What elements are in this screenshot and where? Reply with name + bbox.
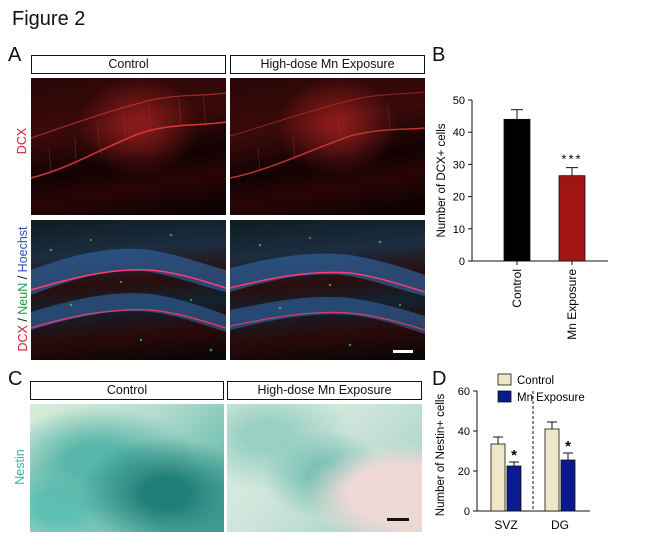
- merge-control-layers: [31, 233, 226, 352]
- nestin-row-label-wrap: Nestin: [0, 449, 50, 484]
- y-axis-label-d: Number of Nestin+ cells: [435, 394, 447, 517]
- panel-a-letter: A: [8, 44, 22, 66]
- scale-bar-a: [393, 350, 413, 353]
- panel-a-mn-label: High-dose Mn Exposure: [230, 55, 425, 74]
- merge-mn-layers: [230, 236, 425, 347]
- bar-d-0-0: [490, 443, 506, 512]
- nestin-row-label: Nestin: [13, 449, 27, 485]
- bar-d-1-1: [560, 459, 576, 512]
- nestin-control-micrograph: [30, 404, 224, 532]
- figure-title: Figure 2: [12, 8, 86, 30]
- legend-swatch-d-1: [497, 390, 512, 403]
- y-tick-label-d-1: 20: [458, 466, 470, 478]
- bar-d-1-0: [544, 428, 560, 512]
- y-tick-label-b-3: 30: [453, 159, 465, 171]
- y-tick-label-b-0: 0: [459, 256, 465, 268]
- x-tick-label-d-1: DG: [551, 518, 569, 532]
- y-tick-label-b-4: 40: [453, 127, 465, 139]
- dcx-row-label: DCX: [15, 127, 29, 155]
- nestin-mn-micrograph: [227, 404, 422, 532]
- merge-label-dcx: DCX: [16, 325, 30, 352]
- bar-b-0: [503, 118, 531, 262]
- panel-c-control-label: Control: [30, 381, 224, 400]
- y-tick-label-d-0: 0: [464, 506, 470, 518]
- x-tick-label-b-1: Mn Exposure: [565, 269, 579, 340]
- legend-swatch-d-0: [497, 373, 512, 386]
- x-tick-label-b-0: Control: [510, 269, 524, 308]
- dcx-mn-micrograph: [230, 78, 425, 215]
- merge-label-sep1: /: [16, 314, 30, 326]
- sig-marker-d-0: *: [511, 447, 517, 464]
- dcx-mn-neurons: [230, 91, 425, 179]
- panel-b-letter: B: [432, 44, 446, 66]
- bar-b-1: [558, 175, 586, 262]
- bar-d-0-1: [506, 465, 522, 512]
- dcx-bar-chart: 0 10 20 30 40 50 Number of DCX+ cells Control **…: [436, 95, 608, 340]
- y-tick-label-d-3: 60: [458, 386, 470, 398]
- dcx-control-neurons: [31, 92, 226, 179]
- y-tick-label-b-2: 20: [453, 192, 465, 204]
- y-axis-label-b: Number of DCX+ cells: [436, 123, 448, 237]
- y-tick-label-d-2: 40: [458, 426, 470, 438]
- x-tick-label-d-0: SVZ: [494, 518, 517, 532]
- legend-label-d-0: Control: [517, 375, 554, 387]
- panel-c-mn-label: High-dose Mn Exposure: [227, 381, 422, 400]
- y-tick-label-b-5: 50: [453, 95, 465, 107]
- merge-mn-micrograph: [230, 220, 425, 360]
- sig-marker-b-1: ***: [561, 152, 582, 167]
- legend-label-d-1: Mn Exposure: [517, 392, 585, 404]
- panel-a-control-label: Control: [31, 55, 226, 74]
- panel-c-letter: C: [8, 368, 23, 390]
- panel-d-letter: D: [432, 368, 447, 390]
- merge-control-micrograph: [31, 220, 226, 360]
- dcx-row-label-wrap: DCX: [0, 128, 52, 154]
- sig-marker-d-1: *: [565, 438, 571, 455]
- merge-label-sep2: /: [16, 272, 30, 283]
- nestin-bar-chart: 0 20 40 60 Number of Nestin+ cells * SVZ * DG Con…: [435, 373, 590, 532]
- scale-bar-c: [387, 518, 409, 521]
- merge-row-label-wrap: DCX / NeuN / Hoechst: [0, 226, 108, 351]
- merge-row-label: DCX / NeuN / Hoechst: [16, 204, 30, 374]
- merge-label-hoechst: Hoechst: [16, 226, 30, 273]
- dcx-control-micrograph: [31, 78, 226, 215]
- y-tick-label-b-1: 10: [453, 224, 465, 236]
- merge-label-neun: NeuN: [16, 282, 30, 315]
